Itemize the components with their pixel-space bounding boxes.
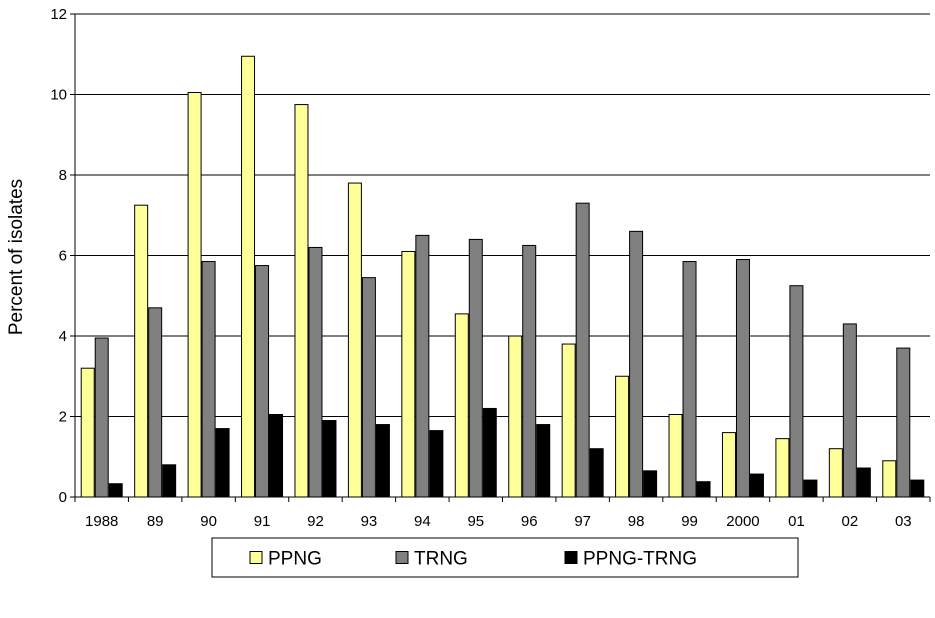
legend-swatch-ppng bbox=[249, 551, 263, 564]
bar-ppng-trng-93 bbox=[375, 424, 390, 498]
x-tick-label: 89 bbox=[147, 513, 164, 530]
bar-ppng-98 bbox=[615, 375, 630, 498]
bar-ppng-95 bbox=[454, 313, 469, 498]
bar-ppng-trng-1988 bbox=[108, 483, 123, 498]
bar-ppng-93 bbox=[347, 182, 362, 498]
x-tick-label: 2000 bbox=[726, 513, 759, 530]
y-tick-label: 4 bbox=[59, 328, 67, 345]
bar-ppng-trng-02 bbox=[856, 467, 871, 498]
bar-trng-02 bbox=[842, 323, 857, 498]
bar-trng-97 bbox=[575, 202, 590, 498]
x-tick-label: 90 bbox=[200, 513, 217, 530]
bar-trng-94 bbox=[415, 234, 430, 498]
legend-box bbox=[211, 537, 799, 578]
bar-ppng-trng-95 bbox=[482, 407, 497, 498]
bar-trng-98 bbox=[629, 230, 644, 498]
legend: PPNG TRNG PPNG-TRNG bbox=[211, 537, 799, 578]
bar-ppng-trng-92 bbox=[322, 420, 337, 498]
bar-ppng-96 bbox=[508, 335, 523, 498]
x-tick-label: 98 bbox=[628, 513, 645, 530]
bar-ppng-91 bbox=[241, 55, 256, 498]
bar-ppng-02 bbox=[828, 448, 843, 498]
bar-trng-91 bbox=[255, 265, 270, 498]
legend-label-trng: TRNG bbox=[414, 549, 468, 570]
bar-ppng-94 bbox=[401, 250, 416, 498]
bar-trng-03 bbox=[896, 347, 911, 498]
y-tick-label: 12 bbox=[50, 6, 67, 23]
bar-trng-90 bbox=[201, 261, 216, 498]
bar-ppng-trng-98 bbox=[643, 470, 658, 498]
bar-ppng-trng-96 bbox=[536, 424, 551, 498]
bar-trng-01 bbox=[789, 285, 804, 498]
bar-trng-92 bbox=[308, 246, 323, 498]
bar-ppng-01 bbox=[775, 438, 790, 498]
bar-ppng-1988 bbox=[80, 367, 95, 498]
bar-ppng-trng-03 bbox=[910, 479, 925, 498]
gridlines bbox=[75, 13, 930, 417]
x-tick-label: 03 bbox=[895, 513, 912, 530]
y-axis-title: Percent of isolates bbox=[6, 179, 27, 335]
x-tick-label: 1988 bbox=[85, 513, 118, 530]
bar-trng-96 bbox=[522, 244, 537, 498]
bar-ppng-92 bbox=[294, 104, 309, 498]
bar-ppng-trng-2000 bbox=[749, 473, 764, 498]
legend-label-ppng: PPNG bbox=[268, 549, 322, 570]
x-tick-label: 91 bbox=[254, 513, 271, 530]
x-tick-label: 01 bbox=[788, 513, 805, 530]
x-tick-label: 92 bbox=[307, 513, 324, 530]
bar-ppng-89 bbox=[134, 204, 149, 498]
legend-label-ppng-trng: PPNG-TRNG bbox=[583, 549, 697, 570]
bar-trng-93 bbox=[361, 277, 376, 498]
bar-ppng-trng-97 bbox=[589, 448, 604, 498]
bar-ppng-trng-01 bbox=[803, 479, 818, 498]
bars bbox=[80, 55, 925, 498]
bar-ppng-trng-94 bbox=[429, 430, 444, 498]
x-tick-label: 95 bbox=[467, 513, 484, 530]
bar-ppng-03 bbox=[882, 460, 897, 498]
x-tick-label: 99 bbox=[681, 513, 698, 530]
x-tick-label: 94 bbox=[414, 513, 431, 530]
bar-trng-99 bbox=[682, 261, 697, 498]
bar-trng-89 bbox=[148, 307, 163, 498]
bar-ppng-trng-90 bbox=[215, 428, 230, 498]
axes bbox=[70, 13, 931, 502]
y-tick-label: 6 bbox=[59, 248, 67, 265]
bar-trng-2000 bbox=[735, 259, 750, 498]
legend-swatch-ppng-trng bbox=[564, 551, 578, 564]
bar-ppng-2000 bbox=[721, 432, 736, 498]
bar-ppng-trng-89 bbox=[162, 464, 177, 498]
bar-trng-1988 bbox=[94, 337, 109, 498]
bar-ppng-99 bbox=[668, 413, 683, 498]
y-tick-label: 2 bbox=[59, 409, 67, 426]
x-tick-label: 96 bbox=[521, 513, 538, 530]
bar-trng-95 bbox=[468, 238, 483, 498]
bar-ppng-trng-91 bbox=[269, 413, 284, 498]
bar-ppng-trng-99 bbox=[696, 481, 711, 498]
x-tick-label: 93 bbox=[361, 513, 378, 530]
y-tick-label: 0 bbox=[59, 489, 67, 506]
x-tick-label: 02 bbox=[842, 513, 859, 530]
y-tick-label: 10 bbox=[50, 87, 67, 104]
bar-ppng-97 bbox=[561, 343, 576, 498]
legend-swatch-trng bbox=[395, 551, 409, 564]
x-tick-label: 97 bbox=[574, 513, 591, 530]
bar-ppng-90 bbox=[187, 91, 202, 498]
y-tick-label: 8 bbox=[59, 167, 67, 184]
